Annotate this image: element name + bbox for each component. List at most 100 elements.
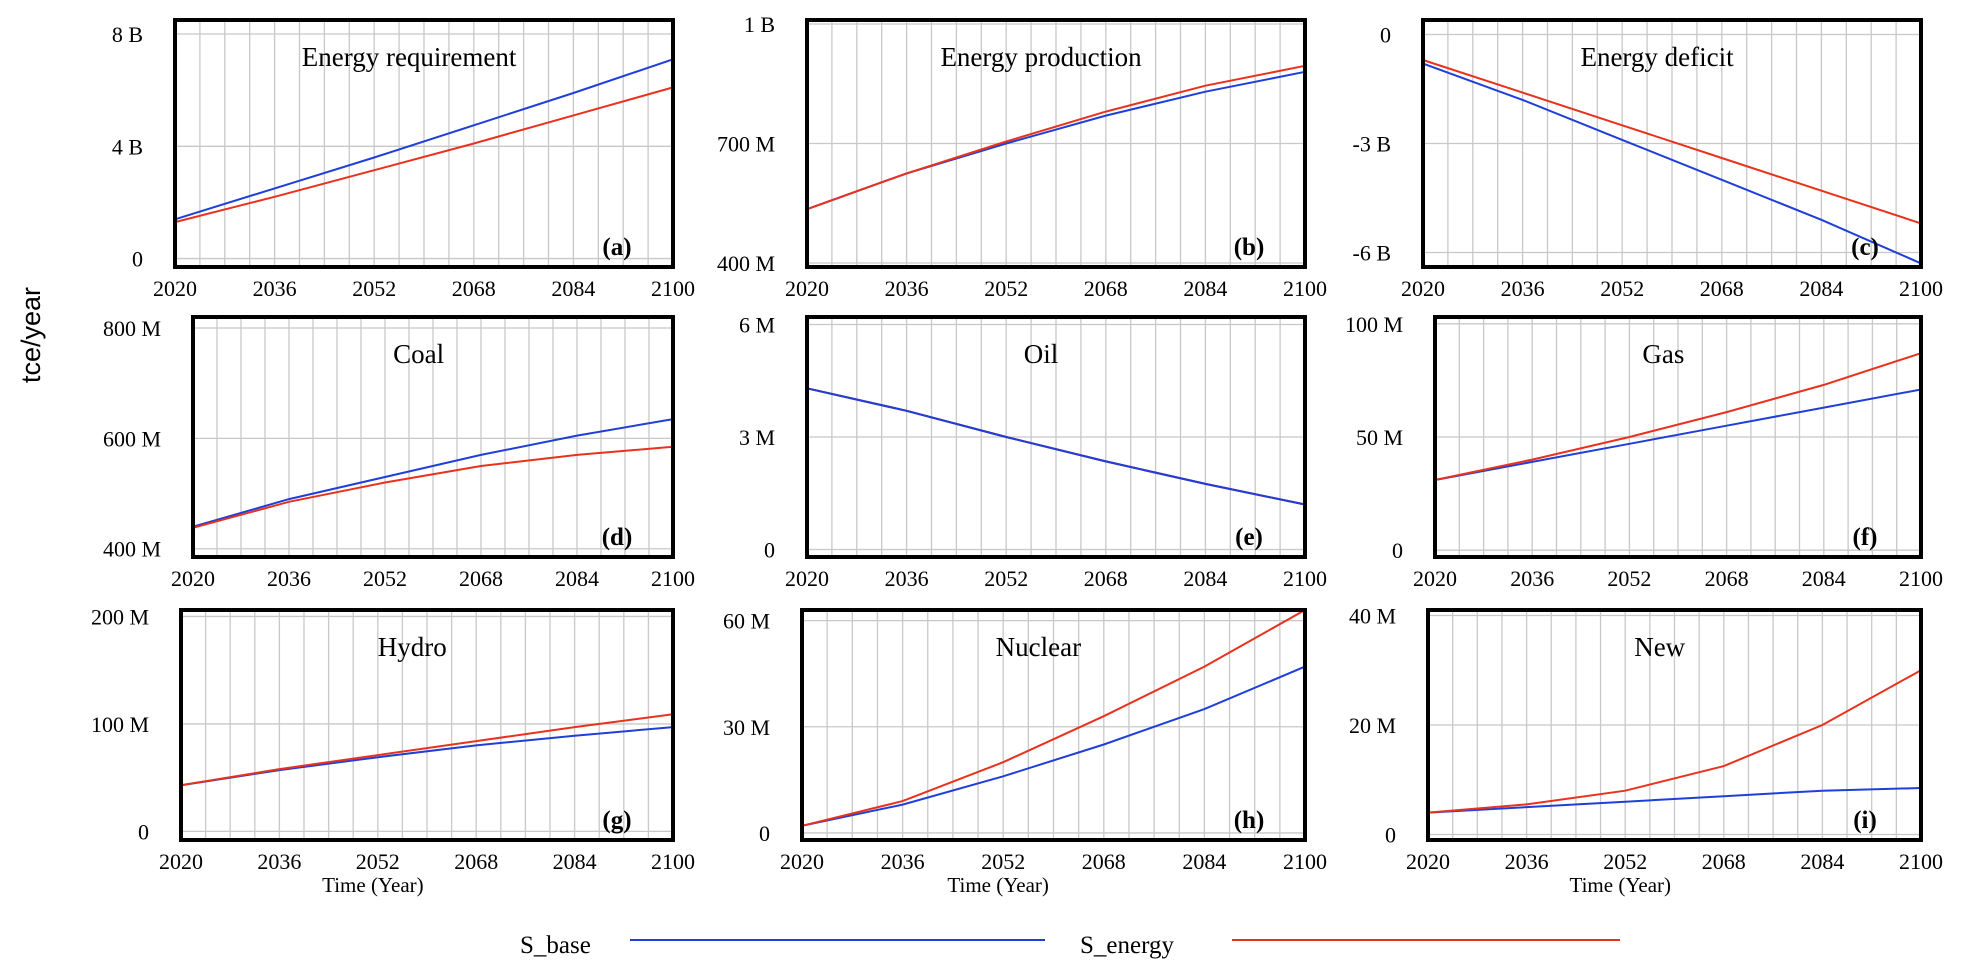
y-tick-label: -6 B [1353, 240, 1392, 265]
x-tick-label: 2052 [1600, 276, 1644, 301]
x-tick-label: 2084 [1183, 276, 1227, 301]
panel-label: (d) [602, 524, 633, 551]
chart-title: New [1634, 632, 1685, 662]
series-line-base [1434, 388, 1922, 481]
plot-frame [805, 18, 1307, 269]
x-tick-label: 2020 [1401, 276, 1445, 301]
x-tick-label: 2052 [1607, 566, 1651, 591]
panel-label: (i) [1853, 807, 1877, 834]
panel-b: 400 M 700 M 1 B 2020 2036 2052 2068 2084 2100 Ene… [717, 12, 1327, 301]
x-tick-label: 2068 [459, 566, 503, 591]
x-tick-label: 2084 [1802, 566, 1846, 591]
series-line-energy [1427, 669, 1922, 814]
x-tick-label: 2052 [984, 276, 1028, 301]
series-line-energy [801, 609, 1306, 827]
x-tick-label: 2100 [1899, 276, 1943, 301]
x-tick-label: 2084 [1183, 566, 1227, 591]
series-line-base [174, 58, 674, 221]
x-tick-label: 2068 [1700, 276, 1744, 301]
y-tick-label: 400 M [717, 251, 775, 276]
y-tick-label: 0 [138, 819, 149, 844]
y-tick-label: 0 [764, 538, 775, 563]
y-tick-label: 0 [132, 247, 143, 272]
y-tick-label: 30 M [723, 715, 770, 740]
y-tick-label: 50 M [1356, 425, 1403, 450]
plot-frame [1426, 608, 1923, 842]
series-line-base [1427, 787, 1922, 814]
plot-frame [191, 315, 675, 559]
series-line-energy [1422, 59, 1922, 225]
y-tick-label: 0 [759, 821, 770, 846]
chart-title: Nuclear [996, 632, 1081, 662]
x-axis-label: Time (Year) [1570, 873, 1672, 897]
series-line-energy [180, 713, 674, 787]
y-tick-label: 6 M [739, 313, 775, 338]
series-line-base [192, 418, 674, 528]
x-tick-label: 2052 [352, 276, 396, 301]
panel-g: 0 100 M 200 M 2020 2036 2052 2068 2084 2100 Hydro… [91, 604, 695, 897]
chart-title: Energy deficit [1580, 42, 1734, 72]
x-tick-label: 2100 [651, 276, 695, 301]
x-tick-label: 2100 [1283, 276, 1327, 301]
x-axis-label: Time (Year) [322, 873, 424, 897]
panel-label: (c) [1851, 234, 1879, 261]
y-tick-label: 1 B [744, 12, 775, 37]
panel-d: 400 M 600 M 800 M 2020 2036 2052 2068 2084 2100 C… [103, 315, 695, 591]
x-tick-label: 2100 [1283, 566, 1327, 591]
x-tick-label: 2052 [1603, 849, 1647, 874]
panels: 0 4 B 8 B 2020 2036 2052 2068 2084 2100 Energy re… [91, 12, 1943, 897]
chart-title: Oil [1024, 339, 1059, 369]
y-tick-label: 40 M [1349, 603, 1396, 628]
x-tick-label: 2068 [452, 276, 496, 301]
y-tick-label: 8 B [112, 22, 143, 47]
series-line-energy [806, 64, 1306, 211]
series-line-base [801, 665, 1306, 827]
x-tick-label: 2084 [1800, 849, 1844, 874]
panel-label: (g) [602, 807, 631, 834]
y-tick-label: 800 M [103, 316, 161, 341]
x-tick-label: 2068 [1082, 849, 1126, 874]
panel-f: 0 50 M 100 M 2020 2036 2052 2068 2084 2100 Gas (f) [1345, 312, 1943, 591]
panel-e: 0 3 M 6 M 2020 2036 2052 2068 2084 2100 Oil (e) [739, 313, 1327, 592]
plot-frame [800, 608, 1307, 842]
panel-a: 0 4 B 8 B 2020 2036 2052 2068 2084 2100 Energy re… [112, 18, 695, 301]
legend: S_base S_energy [520, 932, 1620, 959]
y-tick-label: -3 B [1353, 132, 1392, 157]
x-tick-label: 2084 [1799, 276, 1843, 301]
chart-title: Gas [1642, 339, 1684, 369]
x-tick-label: 2052 [981, 849, 1025, 874]
x-tick-label: 2020 [1406, 849, 1450, 874]
x-tick-label: 2068 [1084, 566, 1128, 591]
x-tick-label: 2036 [1510, 566, 1554, 591]
series-line-energy [192, 445, 674, 529]
panel-label: (e) [1235, 524, 1263, 551]
y-tick-label: 700 M [717, 132, 775, 157]
y-tick-label: 0 [1392, 538, 1403, 563]
x-tick-label: 2100 [651, 566, 695, 591]
x-tick-label: 2100 [1899, 849, 1943, 874]
y-tick-label: 60 M [723, 609, 770, 634]
series-line-base [1422, 62, 1922, 265]
panel-c: -6 B -3 B 0 2020 2036 2052 2068 2084 2100 Energy … [1353, 18, 1943, 301]
panel-label: (b) [1234, 234, 1265, 261]
x-tick-label: 2036 [267, 566, 311, 591]
y-tick-label: 20 M [1349, 713, 1396, 738]
y-axis-label: tce/year [16, 287, 46, 383]
x-tick-label: 2100 [1283, 849, 1327, 874]
plot-frame [1421, 18, 1923, 269]
y-tick-label: 0 [1385, 823, 1396, 848]
x-tick-label: 2100 [1899, 566, 1943, 591]
panel-i: 0 20 M 40 M 2020 2036 2052 2068 2084 2100 New (i) T… [1349, 603, 1943, 897]
y-tick-label: 100 M [1345, 312, 1403, 337]
plot-frame [805, 315, 1307, 559]
y-tick-label: 3 M [739, 425, 775, 450]
x-tick-label: 2036 [881, 849, 925, 874]
x-tick-label: 2084 [553, 849, 597, 874]
y-tick-label: 4 B [112, 134, 143, 159]
x-tick-label: 2020 [780, 849, 824, 874]
x-tick-label: 2052 [356, 849, 400, 874]
x-tick-label: 2068 [454, 849, 498, 874]
x-tick-label: 2068 [1702, 849, 1746, 874]
chart-title: Energy requirement [302, 42, 517, 72]
